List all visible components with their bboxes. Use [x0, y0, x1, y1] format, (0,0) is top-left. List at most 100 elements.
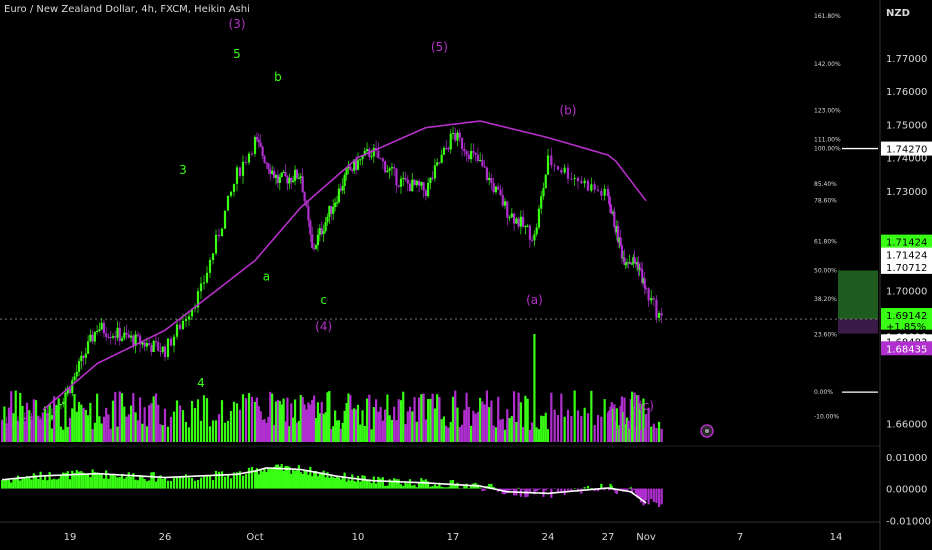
volume-bar [30, 419, 33, 442]
volume-bar [467, 406, 470, 442]
volume-bar [235, 403, 239, 442]
volume-bar [159, 424, 162, 442]
volume-bar [295, 422, 299, 442]
y-tick-label: 1.73000 [886, 187, 927, 198]
candle [632, 257, 635, 264]
candle [3, 423, 6, 425]
oscillator-bar [37, 479, 40, 489]
volume-bar [229, 411, 233, 442]
candle [469, 151, 473, 160]
volume-bar [608, 410, 611, 442]
volume-bar [286, 397, 289, 442]
candle [59, 404, 63, 406]
candle [619, 237, 622, 246]
candle [57, 404, 60, 406]
volume-bar [488, 407, 491, 442]
volume-bar [600, 416, 603, 442]
candle [175, 324, 179, 337]
candle [322, 231, 325, 235]
oscillator-bar [586, 485, 590, 489]
volume-bar [223, 422, 227, 442]
oscillator-bar [261, 471, 264, 489]
candle [647, 288, 650, 301]
candle [247, 153, 251, 163]
fib-level-label: -10.00% [814, 413, 839, 420]
volume-bar [280, 404, 283, 442]
volume-bar [118, 391, 121, 442]
volume-bar [617, 428, 620, 442]
price-tag-box [881, 234, 932, 249]
oscillator-bar [488, 483, 491, 489]
candle [313, 247, 316, 249]
candle [276, 175, 279, 183]
candle [238, 167, 242, 176]
volume-bar [627, 420, 630, 442]
candle [440, 154, 443, 163]
volume-bar [390, 419, 394, 442]
candle [335, 202, 339, 204]
oscillator-bar [1, 480, 4, 489]
candle [447, 148, 450, 150]
oscillator-bar [537, 488, 541, 490]
candle [637, 262, 640, 270]
volume-bar [292, 417, 295, 442]
candle [337, 188, 341, 203]
volume-bar [438, 396, 441, 442]
volume-bar [447, 427, 450, 442]
volume-bar [379, 406, 382, 442]
candle [229, 191, 233, 196]
oscillator-bar [528, 488, 532, 492]
oscillator-tick-label: 0.01000 [886, 453, 927, 464]
volume-bar [226, 420, 230, 442]
oscillator-bar [424, 479, 427, 489]
candle [299, 176, 302, 179]
candle [566, 167, 570, 179]
oscillator-bar [299, 472, 302, 489]
oscillator-bar [596, 488, 600, 492]
candle [576, 177, 580, 182]
candle [157, 342, 160, 351]
candle [98, 329, 101, 332]
volume-bar [596, 414, 600, 442]
candle [617, 225, 620, 243]
candle [485, 167, 489, 180]
volume-bar [422, 393, 425, 442]
candle [522, 216, 525, 227]
volume-bar [265, 422, 268, 442]
volume-bar [334, 410, 337, 442]
volume-bar [290, 403, 293, 442]
volume-bar [540, 415, 543, 442]
candle [472, 151, 475, 153]
candle [303, 192, 306, 201]
oscillator-bar [250, 466, 254, 489]
volume-bar [57, 398, 60, 442]
volume-bar [250, 396, 254, 442]
oscillator-bar [284, 465, 287, 489]
volume-bar [244, 398, 248, 442]
oscillator-bar [232, 472, 236, 489]
oscillator-bar [365, 480, 369, 489]
volume-bar [143, 407, 146, 442]
candle [288, 177, 291, 184]
oscillator-tick-label: -0.01000 [886, 516, 931, 527]
volume-bar [613, 404, 616, 442]
volume-bar [570, 415, 573, 442]
oscillator-bar [136, 480, 139, 489]
volume-bar [332, 426, 335, 442]
candle [512, 213, 516, 224]
oscillator-bar [402, 485, 405, 489]
oscillator-bar [330, 475, 333, 489]
candle [506, 201, 509, 218]
volume-bar [353, 408, 356, 442]
oscillator-bar [166, 480, 170, 489]
candle [159, 350, 162, 352]
oscillator-bar [50, 479, 54, 489]
candle [429, 177, 432, 183]
candle [614, 226, 617, 233]
oscillator-bar [353, 480, 356, 489]
volume-bar [384, 409, 387, 442]
volume-bar [636, 395, 639, 442]
candle [449, 133, 452, 150]
volume-bar [440, 419, 443, 442]
